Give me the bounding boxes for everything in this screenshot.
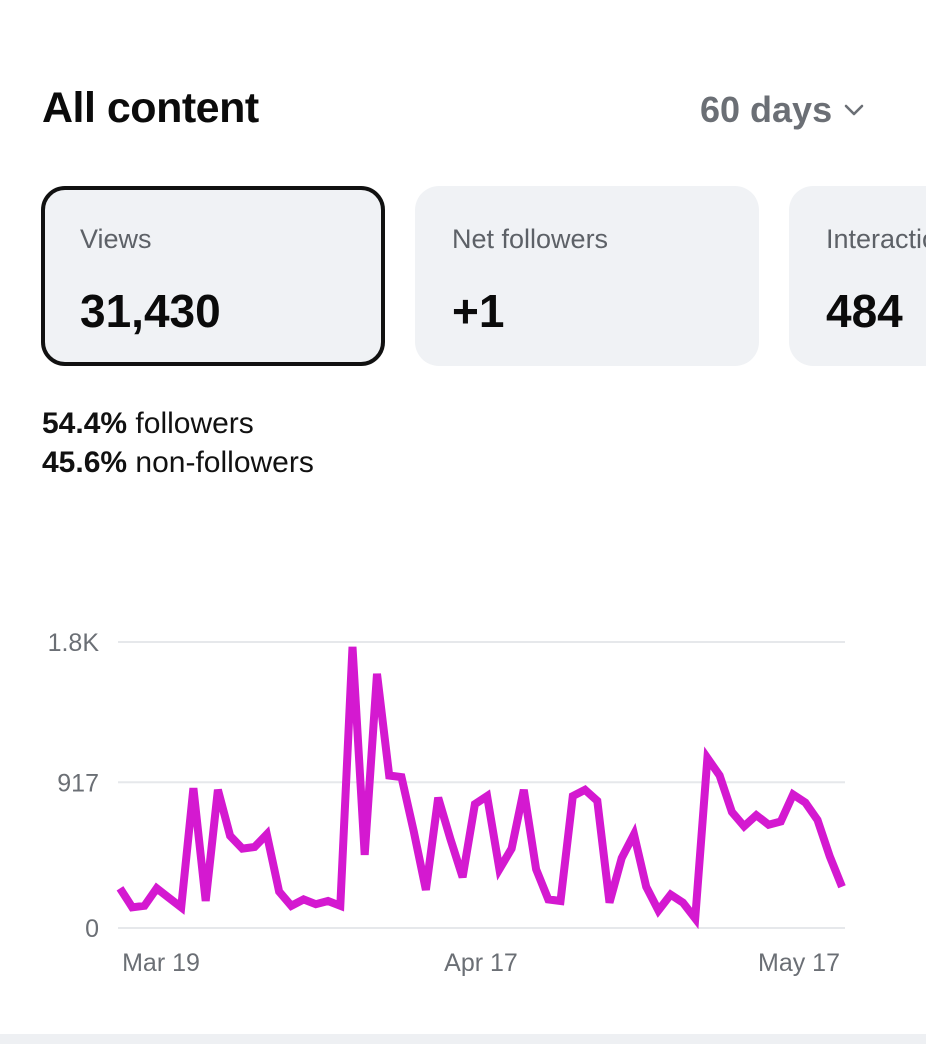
- bottom-divider: [0, 1034, 926, 1044]
- metric-card-label: Net followers: [452, 224, 609, 254]
- metric-card-label: Interactions: [826, 224, 926, 254]
- x-tick-label: Mar 19: [122, 949, 200, 977]
- metric-card-label: Views: [80, 224, 152, 254]
- date-range-label: 60 days: [700, 89, 833, 130]
- date-range-selector[interactable]: 60 days: [700, 88, 864, 132]
- views-chart-svg: 1.8K 917 0 Mar 19 Apr 17 May 17: [48, 629, 846, 977]
- followers-label: followers: [135, 407, 254, 440]
- metric-card-value: 484: [826, 285, 903, 337]
- followers-breakdown: 54.4% followers: [42, 407, 254, 441]
- nonfollowers-label: non-followers: [135, 446, 314, 479]
- page-title: All content: [42, 84, 259, 132]
- x-tick-label: Apr 17: [444, 949, 518, 977]
- nonfollowers-percent: 45.6%: [42, 446, 128, 479]
- x-tick-label: May 17: [758, 949, 840, 977]
- metric-card-interactions[interactable]: Interactions 484: [789, 186, 926, 366]
- followers-percent: 54.4%: [42, 407, 128, 440]
- y-tick-label: 1.8K: [48, 629, 100, 657]
- metric-card-net-followers[interactable]: Net followers +1: [415, 186, 759, 366]
- views-chart: 1.8K 917 0 Mar 19 Apr 17 May 17: [0, 600, 926, 1000]
- views-line-series: [116, 646, 846, 930]
- metric-card-value: +1: [452, 285, 505, 337]
- metric-card-views[interactable]: Views 31,430: [41, 186, 385, 366]
- y-tick-label: 0: [85, 915, 99, 943]
- metric-card-value: 31,430: [80, 285, 221, 337]
- chevron-down-icon: [844, 104, 864, 116]
- nonfollowers-breakdown: 45.6% non-followers: [42, 446, 314, 480]
- y-tick-label: 917: [57, 769, 99, 797]
